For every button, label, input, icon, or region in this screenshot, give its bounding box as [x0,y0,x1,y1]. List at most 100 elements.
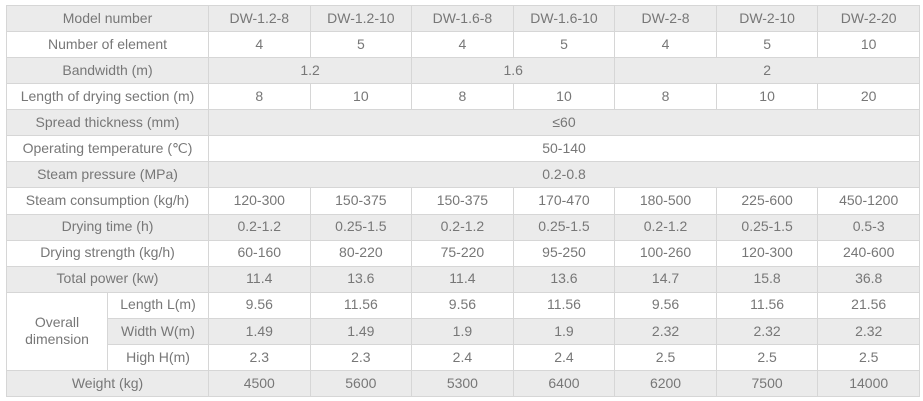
data-cell: 9.56 [614,291,717,319]
data-cell: 60-160 [208,239,311,267]
data-cell: 150-375 [411,187,514,215]
data-cell: 4 [411,31,514,59]
data-cell: 2.5 [817,343,920,371]
spec-table-container: Model number DW-1.2-8 DW-1.2-10 DW-1.6-8 DW-… [6,4,920,398]
data-cell: 1.49 [309,317,413,345]
table-row: High H(m) 2.3 2.3 2.4 2.4 2.5 2.5 2.5 [7,343,920,371]
data-cell: 5 [309,31,413,59]
data-cell: 0.5-3 [817,213,920,241]
data-cell: 170-470 [512,187,616,215]
data-cell: 2 [614,57,920,85]
row-label: Bandwidth (m) [6,57,209,85]
row-label: Spread thickness (mm) [6,109,209,137]
data-cell: 120-300 [715,239,819,267]
column-header: DW-2-10 [715,4,819,33]
data-cell: 1.6 [411,57,616,85]
column-header: DW-1.6-8 [411,4,514,33]
row-label: Total power (kw) [6,265,209,293]
row-label: Drying strength (kg/h) [6,239,209,267]
data-cell: 0.2-1.2 [411,213,514,241]
data-cell: 5 [715,31,819,59]
data-cell: 1.9 [411,317,514,345]
data-cell: 11.4 [208,265,311,293]
data-cell: 10 [309,83,413,111]
data-cell: 1.49 [208,317,311,345]
data-cell: 80-220 [309,239,413,267]
data-cell: 120-300 [208,187,311,215]
data-cell: 36.8 [817,265,920,293]
data-cell: 2.32 [715,317,819,345]
data-cell: 7500 [715,369,819,398]
data-cell: 8 [411,83,514,111]
table-row: Bandwidth (m) 1.2 1.6 2 [6,57,920,85]
data-cell: 13.6 [309,265,413,293]
row-sub-label: Length L(m) [107,291,209,319]
table-row: Drying time (h) 0.2-1.2 0.25-1.5 0.2-1.2 0.2… [6,213,920,241]
data-cell: 150-375 [309,187,413,215]
column-header: DW-1.2-10 [309,4,413,33]
data-cell: 5300 [411,369,514,398]
data-cell: 2.5 [614,343,717,371]
data-cell: 4 [208,31,311,59]
data-cell: 2.4 [512,343,616,371]
data-cell: 10 [715,83,819,111]
data-cell: 100-260 [614,239,717,267]
corner-header-label: Model number [6,4,209,33]
row-label: Steam consumption (kg/h) [6,187,209,215]
data-cell: 6400 [512,369,616,398]
data-cell: 0.2-1.2 [614,213,717,241]
table-row: Length of drying section (m) 8 10 8 10 8 10 20 [6,83,920,111]
table-row: Steam consumption (kg/h) 120-300 150-375 15… [6,187,920,215]
data-cell: 13.6 [512,265,616,293]
data-cell: 14000 [817,369,920,398]
data-cell: 15.8 [715,265,819,293]
table-row: Steam pressure (MPa) 0.2-0.8 [6,161,920,189]
data-cell: 21.56 [817,291,920,319]
data-cell: 0.2-1.2 [208,213,311,241]
data-cell: 6200 [614,369,717,398]
spec-table-body: Model number DW-1.2-8 DW-1.2-10 DW-1.6-8 DW-… [6,4,920,398]
data-cell: 50-140 [208,135,920,163]
row-label: Length of drying section (m) [6,83,209,111]
data-cell: 11.56 [715,291,819,319]
data-cell: 2.3 [208,343,311,371]
data-cell: 2.32 [817,317,920,345]
data-cell: 5 [512,31,616,59]
data-cell: 10 [817,31,920,59]
data-cell: 1.2 [207,57,413,85]
data-cell: 0.25-1.5 [309,213,413,241]
table-row: Overall dimension Length L(m) 9.56 11.56 9.5… [6,291,920,371]
data-cell: 1.9 [512,317,616,345]
row-label: Number of element [6,31,209,59]
table-row: Total power (kw) 11.4 13.6 11.4 13.6 14.7 15.8… [6,265,920,293]
row-label: Steam pressure (MPa) [6,161,209,189]
data-cell: 0.25-1.5 [715,213,819,241]
table-row: Number of element 4 5 4 5 4 5 10 [6,31,920,59]
data-cell: 4 [614,31,717,59]
data-cell: 10 [512,83,616,111]
table-row: Width W(m) 1.49 1.49 1.9 1.9 2.32 2.32 2.32 [7,317,920,345]
column-header: DW-2-20 [817,4,920,33]
data-cell: 9.56 [208,291,311,319]
data-cell: 0.2-0.8 [208,161,920,189]
row-label: Operating temperature (℃) [6,135,209,163]
column-header: DW-2-8 [614,4,717,33]
table-row: Weight (kg) 4500 5600 5300 6400 6200 7500 14000 [6,369,920,398]
data-cell: 225-600 [715,187,819,215]
header-row: Model number DW-1.2-8 DW-1.2-10 DW-1.6-8 DW-… [6,4,920,33]
data-cell: 11.56 [309,291,413,319]
data-cell: 5600 [309,369,413,398]
row-sub-label: High H(m) [107,343,209,371]
data-cell: 240-600 [817,239,920,267]
data-cell: 4500 [208,369,311,398]
data-cell: 2.3 [309,343,413,371]
data-cell: 9.56 [411,291,514,319]
row-label: Overall dimension [6,291,108,371]
spec-table: Model number DW-1.2-8 DW-1.2-10 DW-1.6-8 DW-… [6,4,920,398]
data-cell: 14.7 [614,265,717,293]
row-label: Weight (kg) [6,369,209,398]
column-header: DW-1.2-8 [208,4,311,33]
data-cell: 11.4 [411,265,514,293]
data-cell: 450-1200 [817,187,920,215]
data-cell: 180-500 [614,187,717,215]
